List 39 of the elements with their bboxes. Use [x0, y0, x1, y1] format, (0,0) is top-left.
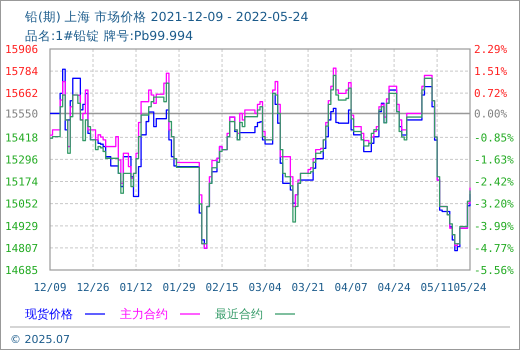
x-tick-label: 04/24 — [378, 281, 412, 294]
y-tick-label: 14807 — [5, 242, 38, 255]
y-tick-label: 15550 — [5, 107, 38, 120]
y-tick-label: 15296 — [5, 153, 38, 166]
y2-tick-label: 0.00% — [474, 107, 508, 120]
legend-label: 现货价格 — [25, 307, 73, 321]
x-tick-label: 05/11 — [420, 281, 454, 294]
x-tick-label: 12/09 — [33, 281, 67, 294]
x-tick-label: 01/29 — [162, 281, 196, 294]
chart-subtitle: 品名:1#铅锭 牌号:Pb99.994 — [25, 28, 194, 43]
legend-label: 主力合约 — [120, 307, 168, 321]
y2-tick-label: -0.85% — [474, 131, 514, 144]
y-tick-label: 15052 — [5, 198, 38, 211]
y2-tick-label: -3.20% — [474, 198, 514, 211]
y2-tick-label: -4.77% — [474, 242, 514, 255]
y-tick-label: 15418 — [5, 131, 38, 144]
y2-tick-label: 1.51% — [474, 64, 508, 78]
y-tick-label: 15662 — [5, 87, 38, 100]
y-tick-label: 15174 — [5, 175, 38, 188]
y2-tick-label: 2.29% — [474, 43, 508, 56]
y-tick-label: 14685 — [5, 264, 38, 277]
x-tick-label: 05/24 — [453, 281, 487, 294]
y2-tick-label: 0.72% — [474, 87, 508, 100]
chart-title: 铅(期) 上海 市场价格 2021-12-09 - 2022-05-24 — [24, 9, 308, 24]
x-tick-label: 04/07 — [334, 281, 368, 294]
y-tick-label: 14929 — [5, 220, 38, 233]
y2-tick-label: -5.56% — [474, 264, 514, 277]
legend-label: 最近合约 — [215, 307, 263, 321]
x-tick-label: 12/26 — [76, 281, 110, 294]
x-tick-label: 03/21 — [292, 281, 325, 294]
y-tick-label: 15906 — [5, 43, 38, 56]
text: © 2025.07 — [10, 333, 70, 346]
x-tick-label: 01/12 — [119, 281, 153, 294]
y2-tick-label: -1.63% — [474, 153, 514, 166]
x-tick-label: 03/04 — [248, 281, 282, 294]
y2-tick-label: -3.99% — [474, 220, 514, 233]
y-tick-label: 15784 — [5, 65, 38, 78]
x-tick-label: 02/15 — [205, 281, 239, 294]
y2-tick-label: -2.42% — [474, 176, 514, 189]
